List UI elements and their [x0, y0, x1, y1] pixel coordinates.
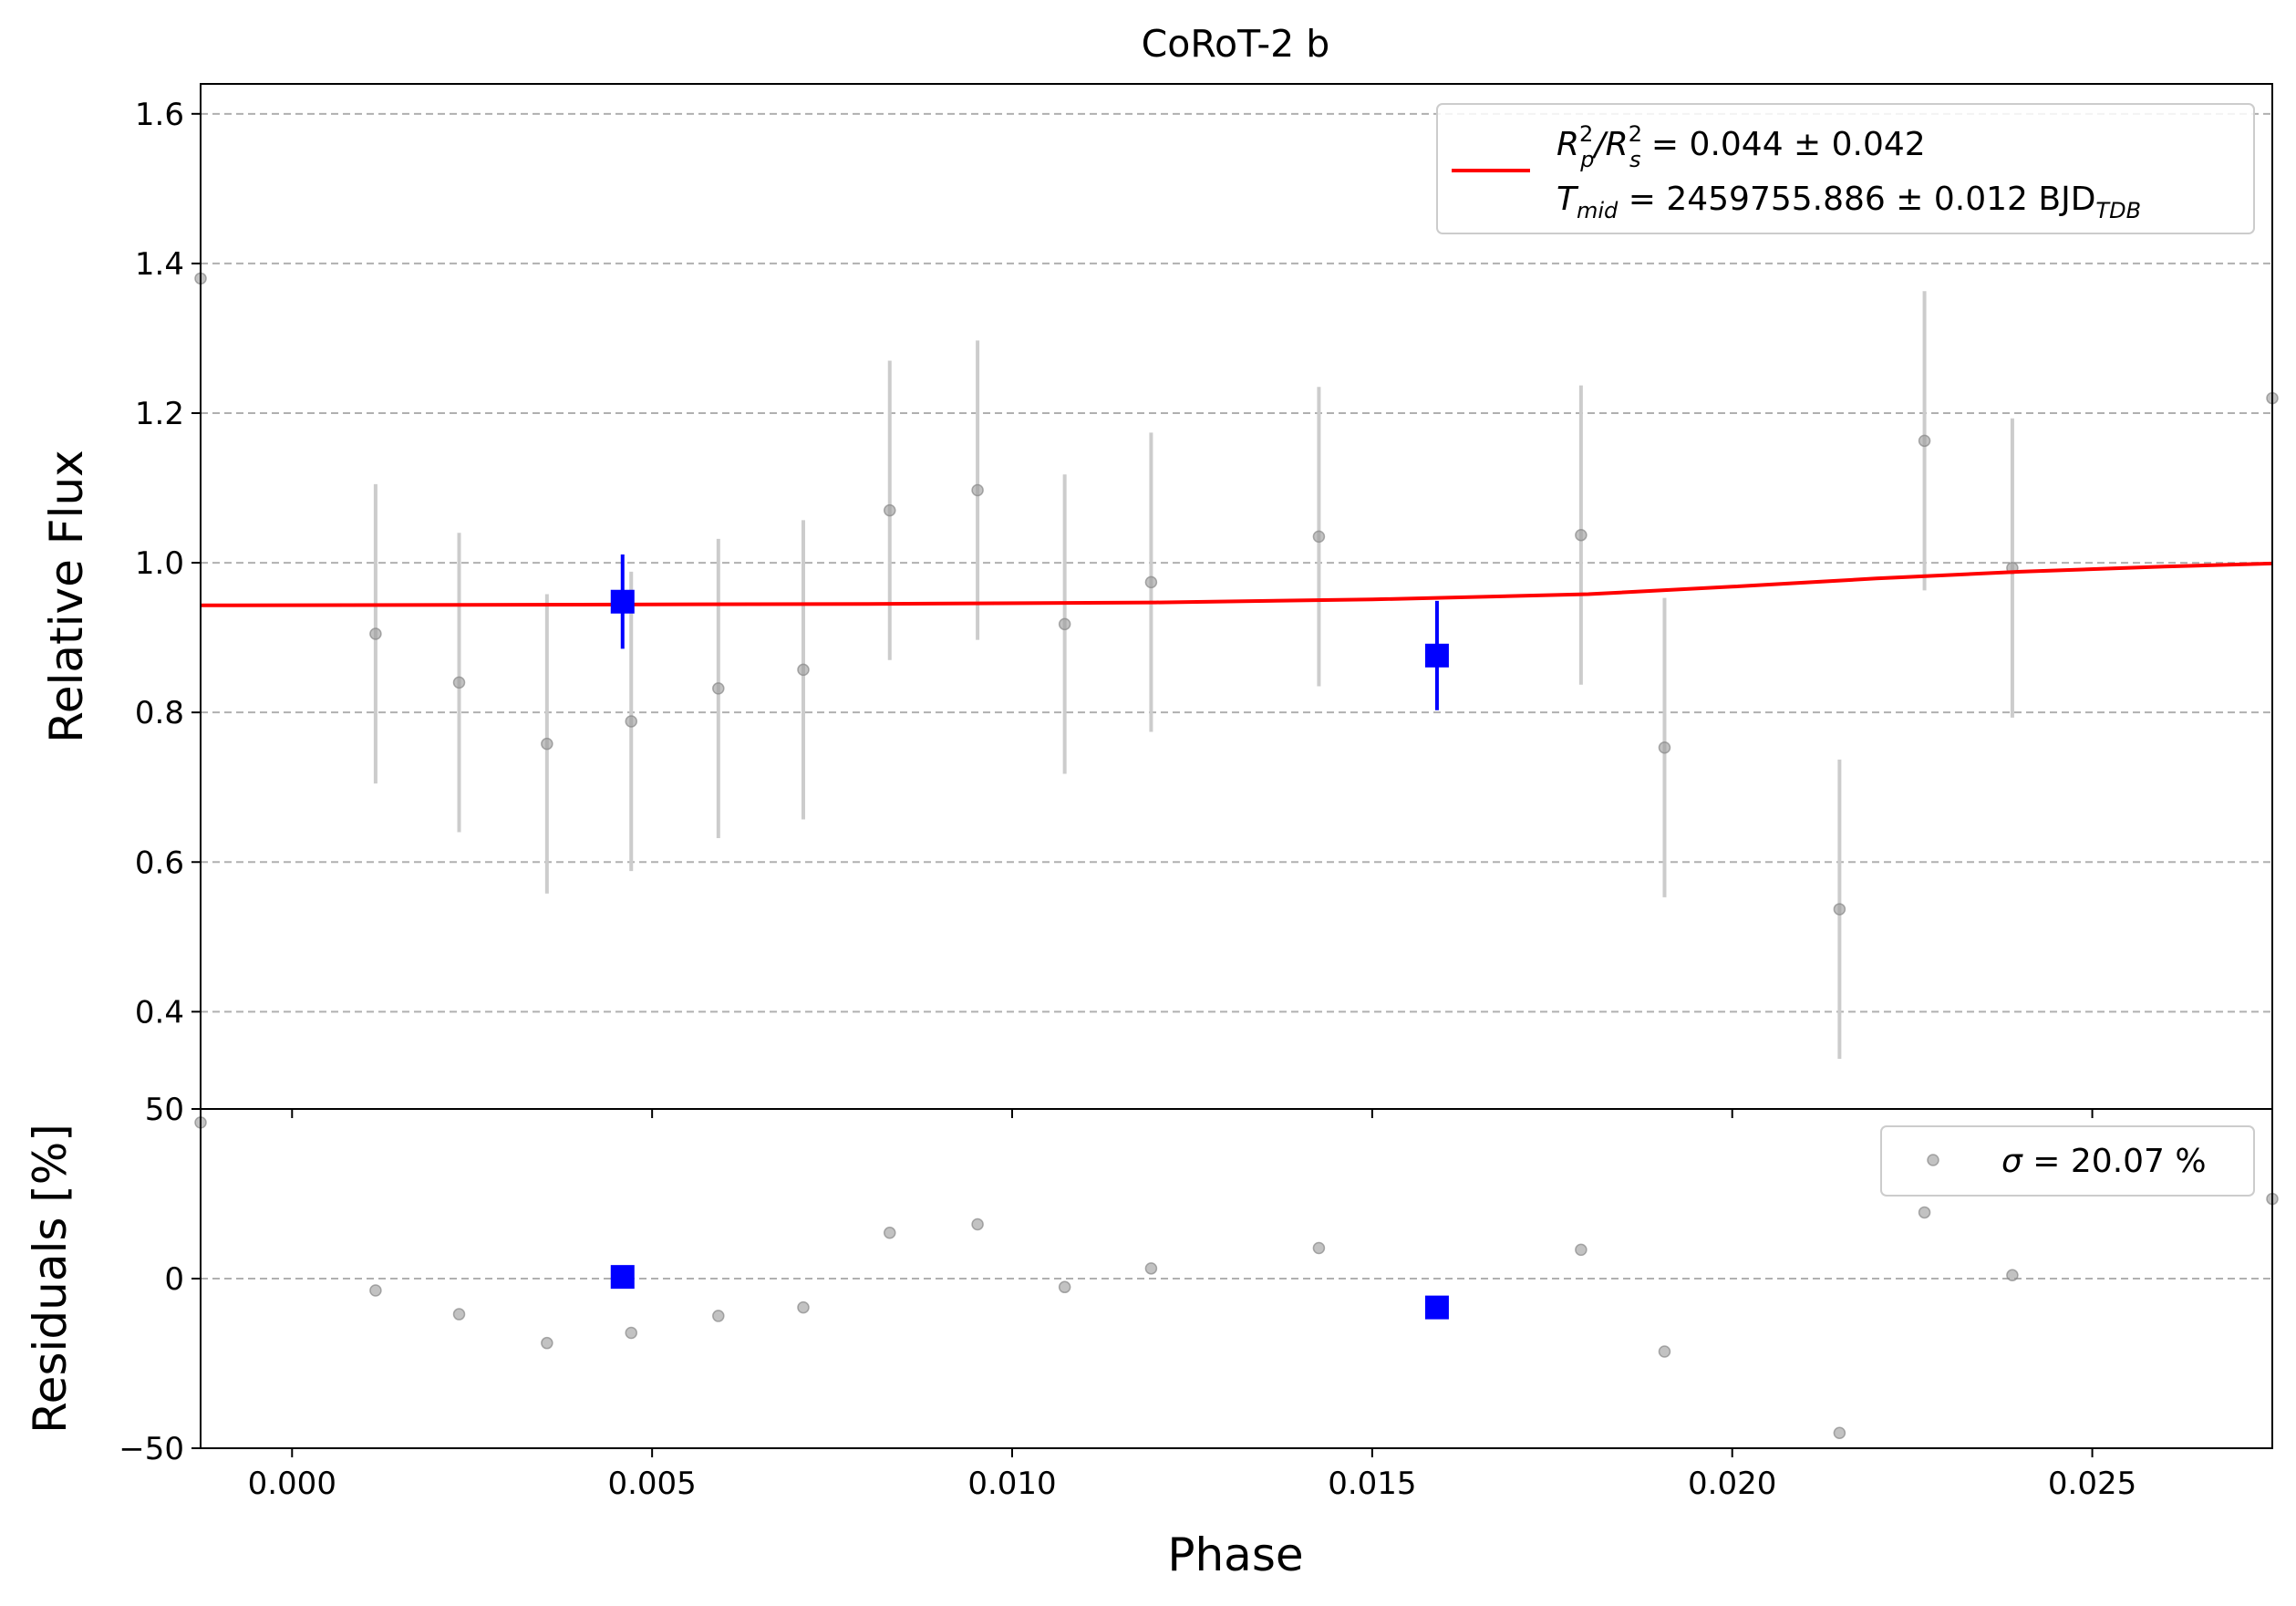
flux-y-tick-label: 0.4 [135, 994, 184, 1031]
residual-point [1918, 1206, 1931, 1219]
flux-data-point [712, 682, 725, 695]
residual-point [797, 1300, 810, 1314]
flux-data-point [1658, 741, 1671, 754]
flux-y-tick-label: 1.6 [135, 97, 184, 133]
flux-data-point [1312, 530, 1326, 544]
flux-y-tick-label: 0.6 [135, 844, 184, 881]
flux-data-point [1058, 617, 1071, 631]
residual-point [1833, 1426, 1846, 1440]
residuals-legend-box [1880, 1125, 2255, 1197]
residuals-y-ticks: −50 0 50 [119, 1092, 201, 1467]
flux-binned-point [610, 589, 635, 614]
flux-binned-points [610, 554, 1449, 710]
x-tick-label: 0.010 [967, 1466, 1056, 1502]
residuals-legend-marker [1927, 1154, 1939, 1166]
legend-radius-ratio: R2 p/R2 s = 0.044 ± 0.042 [1557, 121, 1926, 172]
flux-data-point [452, 676, 466, 689]
residual-point [2006, 1269, 2019, 1282]
flux-binned-point [1424, 643, 1449, 668]
residual-point [1144, 1262, 1158, 1275]
x-tick-label: 0.020 [1688, 1466, 1776, 1502]
chart-title: CoRoT-2 b [1142, 22, 1330, 66]
flux-data-point [884, 503, 896, 517]
flux-data-points [194, 272, 2279, 1060]
flux-data-point [1918, 434, 1931, 448]
x-axis-label: Phase [1167, 1528, 1303, 1581]
flux-data-point [971, 483, 984, 497]
residual-point [625, 1326, 637, 1340]
residual-point [884, 1227, 896, 1239]
transit-model-line [200, 561, 2273, 607]
x-tick-label: 0.005 [607, 1466, 696, 1502]
flux-data-point [797, 663, 810, 677]
flux-data-point [369, 627, 382, 640]
residual-point [712, 1310, 725, 1322]
residual-binned-point [610, 1265, 635, 1290]
residuals-panel: −50 0 50 0.000 0.005 0.010 0.015 0.020 0.025 Re… [24, 1092, 2279, 1581]
flux-data-point [541, 737, 553, 751]
flux-panel: CoRoT-2 b 0.4 0.6 0.8 1.0 1.2 1.4 1.6 Relative… [40, 22, 2279, 1118]
residual-point [1658, 1345, 1671, 1358]
residual-point [1312, 1241, 1326, 1255]
residual-point [971, 1217, 984, 1231]
residuals-legend-sigma: σ = 20.07 % [2001, 1143, 2207, 1180]
residual-point [1575, 1243, 1588, 1257]
residuals-y-tick-label: 50 [145, 1092, 184, 1128]
flux-y-ticks: 0.4 0.6 0.8 1.0 1.2 1.4 1.6 [135, 97, 201, 1031]
residuals-y-axis-label: Residuals [%] [24, 1124, 77, 1434]
residuals-y-tick-label: 0 [164, 1261, 184, 1298]
flux-data-point [1144, 575, 1158, 589]
residual-point [1058, 1280, 1071, 1294]
flux-x-ticks [291, 1109, 2094, 1118]
flux-legend: R2 p/R2 s = 0.044 ± 0.042 Tmid = 2459755.8… [1436, 103, 2255, 234]
residual-binned-point [1424, 1295, 1449, 1320]
flux-legend-box [1436, 103, 2255, 234]
flux-y-tick-label: 1.2 [135, 396, 184, 432]
flux-y-tick-label: 0.8 [135, 695, 184, 731]
x-tick-label: 0.025 [2048, 1466, 2136, 1502]
flux-y-axis-label: Relative Flux [40, 450, 93, 742]
x-tick-label: 0.015 [1328, 1466, 1416, 1502]
residuals-axes-frame [200, 1108, 2273, 1449]
residual-point [541, 1336, 553, 1350]
legend-mid-transit-time: Tmid = 2459755.886 ± 0.012 BJDTDB [1557, 181, 2141, 223]
flux-data-point [1575, 528, 1588, 542]
residual-point [452, 1308, 466, 1321]
residuals-y-tick-label: −50 [119, 1431, 184, 1467]
residuals-binned-points [610, 1265, 1449, 1320]
flux-y-tick-label: 1.4 [135, 246, 184, 283]
flux-data-point [625, 715, 637, 728]
residuals-legend: σ = 20.07 % [1880, 1125, 2255, 1197]
residual-point [369, 1284, 382, 1297]
x-tick-label: 0.000 [248, 1466, 336, 1502]
flux-y-tick-label: 1.0 [135, 545, 184, 582]
flux-data-point [1833, 903, 1846, 916]
residuals-x-ticks: 0.000 0.005 0.010 0.015 0.020 0.025 [248, 1448, 2136, 1502]
